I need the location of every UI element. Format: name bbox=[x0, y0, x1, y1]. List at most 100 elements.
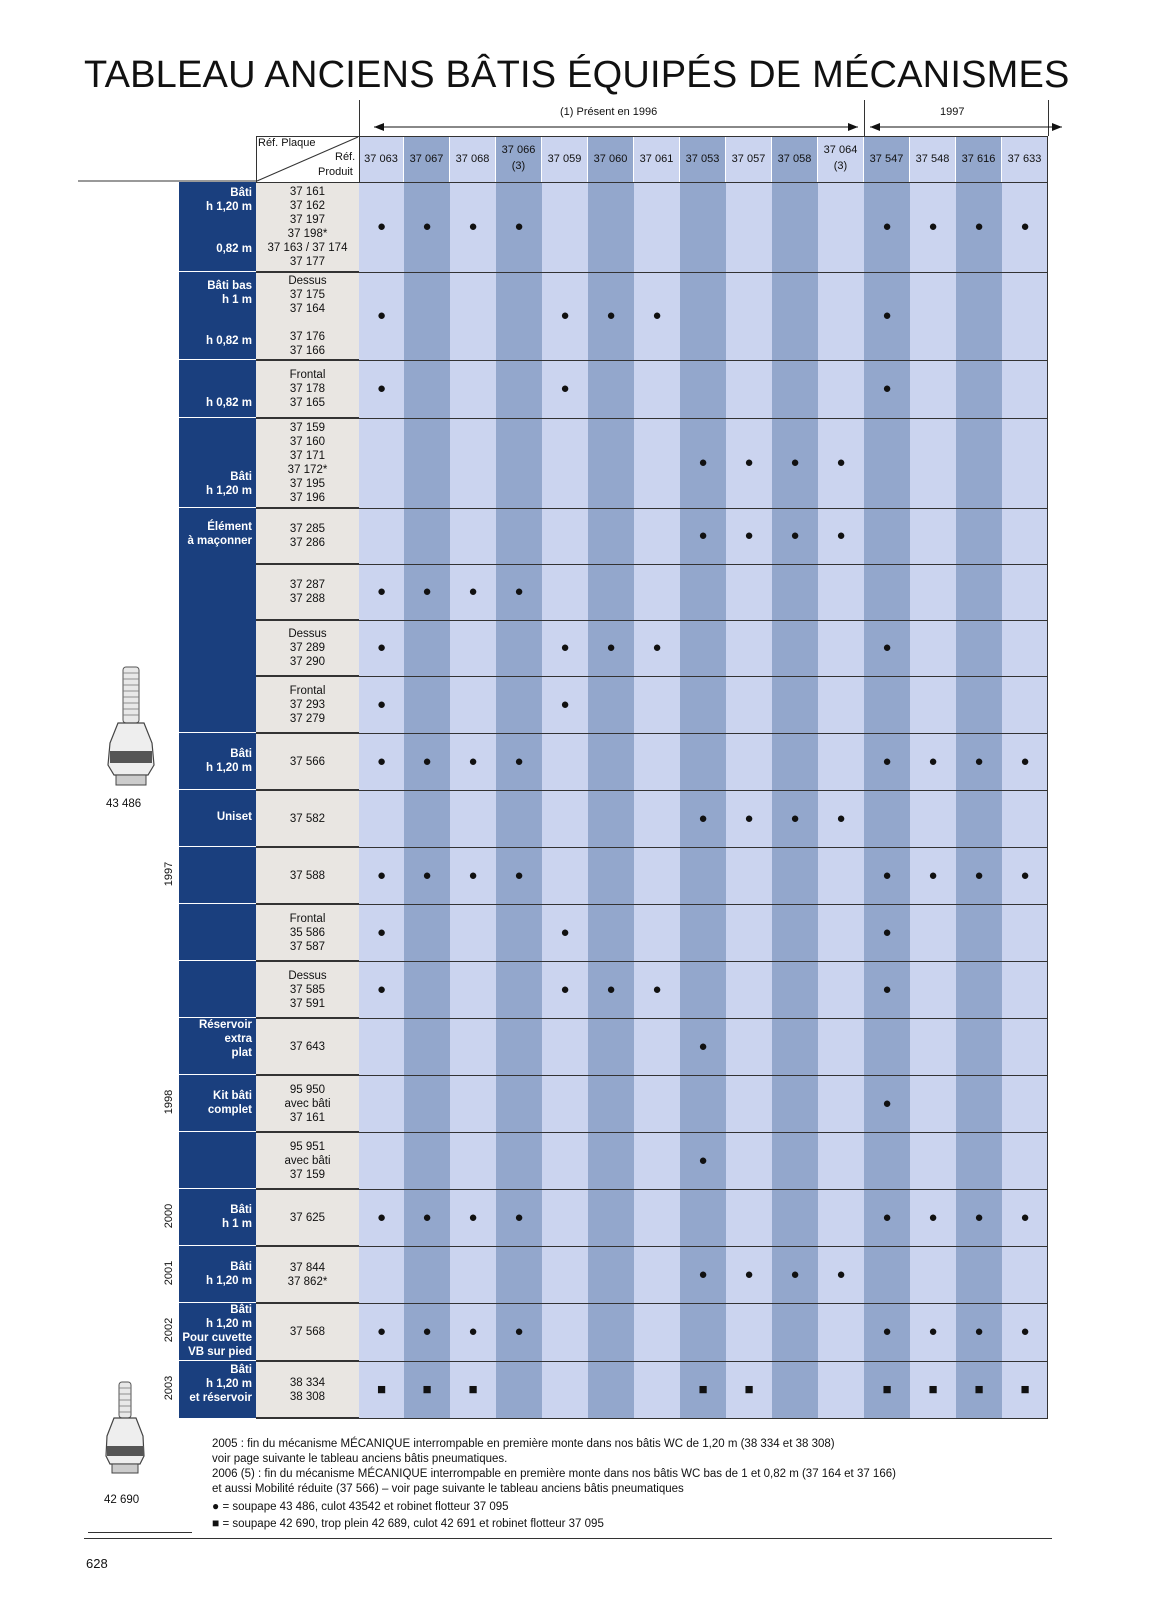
column-header-label: 37 068 bbox=[455, 153, 490, 165]
square-mark: ■ bbox=[928, 1380, 938, 1398]
product-cell: Dessus 37 585 37 591 bbox=[256, 962, 359, 1018]
row-divider bbox=[256, 1018, 1048, 1019]
product-ref: 37 165 bbox=[289, 397, 326, 409]
circle-mark: ● bbox=[422, 1208, 432, 1226]
product-ref: 38 308 bbox=[289, 1390, 326, 1403]
product-cell: Dessus 37 289 37 290 bbox=[256, 621, 359, 676]
category-label: Bâti bbox=[230, 187, 252, 199]
circle-mark: ● bbox=[882, 1323, 892, 1340]
circle-mark: ● bbox=[974, 866, 984, 884]
circle-mark: ● bbox=[882, 980, 892, 998]
product-ref: 37 587 bbox=[289, 940, 326, 953]
column-background bbox=[542, 136, 588, 1418]
circle-mark: ● bbox=[376, 380, 387, 397]
column-header: 37 060 bbox=[588, 136, 634, 182]
row-divider bbox=[256, 1361, 1048, 1362]
product-ref: Frontal bbox=[289, 684, 326, 697]
product-ref: 37 196 bbox=[289, 492, 326, 504]
product-ref: 37 290 bbox=[289, 656, 326, 668]
product-ref: Dessus bbox=[288, 275, 327, 287]
footnote-line-2: voir page suivante le tableau anciens bâ… bbox=[212, 1453, 508, 1465]
category-label: Bâti bbox=[230, 1304, 252, 1316]
valve-42690-label: 42 690 bbox=[104, 1494, 140, 1506]
circle-mark: ● bbox=[698, 1151, 708, 1169]
product-ref: 37 166 bbox=[289, 345, 326, 357]
year-2000: 2000 bbox=[163, 1203, 175, 1229]
circle-mark: ● bbox=[1020, 866, 1030, 884]
row-divider bbox=[256, 904, 1048, 905]
circle-mark: ● bbox=[1020, 1208, 1030, 1226]
circle-mark: ● bbox=[376, 639, 387, 656]
product-cell: 37 285 37 286 bbox=[256, 509, 359, 564]
category-label: Élément bbox=[207, 521, 252, 533]
circle-mark: ● bbox=[606, 639, 616, 656]
category-label: h 1,20 m bbox=[205, 1275, 252, 1287]
corner-produit-label: Produit bbox=[318, 166, 353, 178]
product-ref: 37 566 bbox=[289, 755, 326, 768]
row-divider bbox=[256, 733, 1048, 734]
column-header-label: 37 547 bbox=[869, 153, 904, 165]
square-mark: ■ bbox=[422, 1380, 432, 1398]
column-header-label: 37 616 bbox=[961, 153, 996, 165]
circle-mark: ● bbox=[836, 809, 846, 827]
circle-mark: ● bbox=[560, 980, 570, 998]
footnote-rule bbox=[88, 1532, 192, 1533]
circle-mark: ● bbox=[790, 1265, 800, 1283]
page-bottom-rule bbox=[84, 1538, 1052, 1539]
circle-mark: ● bbox=[376, 752, 387, 770]
column-header-label: 37 057 bbox=[731, 153, 766, 165]
square-mark: ■ bbox=[376, 1380, 387, 1398]
circle-mark: ● bbox=[468, 583, 478, 600]
year-1997: 1997 bbox=[163, 861, 175, 887]
column-header-label: 37 060 bbox=[593, 153, 628, 165]
circle-mark: ● bbox=[514, 1323, 524, 1340]
product-ref: 37 285 bbox=[289, 523, 326, 535]
valve-43486-label: 43 486 bbox=[106, 798, 142, 810]
product-ref: 37 162 bbox=[289, 200, 326, 212]
product-ref: 37 643 bbox=[289, 1040, 326, 1053]
circle-mark: ● bbox=[652, 307, 662, 324]
circle-mark: ● bbox=[652, 639, 662, 656]
header-right-divider bbox=[1048, 100, 1049, 136]
row-divider bbox=[256, 1075, 1048, 1076]
circle-mark: ● bbox=[744, 809, 754, 827]
row-divider bbox=[256, 1418, 1048, 1419]
row-divider bbox=[256, 847, 1048, 848]
header-left-divider bbox=[359, 100, 360, 182]
column-header-note: (3) bbox=[511, 160, 526, 172]
product-ref: Dessus bbox=[288, 969, 327, 982]
product-ref: 37 164 bbox=[289, 303, 326, 315]
column-header-label: 37 061 bbox=[639, 153, 674, 165]
column-background bbox=[726, 136, 772, 1418]
column-header: 37 068 bbox=[450, 136, 496, 182]
arrow-1997-left-head bbox=[870, 123, 880, 131]
column-header-label: 37 058 bbox=[777, 153, 812, 165]
category-blank-4 bbox=[179, 1132, 256, 1188]
corner-diagonal bbox=[256, 136, 359, 182]
arrow-1997-right-head bbox=[1052, 123, 1062, 131]
circle-mark: ● bbox=[560, 307, 570, 324]
circle-mark: ● bbox=[1020, 752, 1030, 770]
row-divider bbox=[256, 508, 1048, 509]
category-label: h 1,20 m bbox=[205, 1378, 252, 1390]
category-bati-1m: Bâti h 1 m bbox=[179, 1189, 256, 1245]
circle-mark: ● bbox=[882, 639, 892, 656]
product-ref: 37 279 bbox=[289, 712, 326, 725]
category-label: Bâti bbox=[230, 1204, 252, 1216]
legend-circle-text: = soupape 43 486, culot 43542 et robinet… bbox=[222, 1501, 509, 1513]
product-ref: 37 172* bbox=[287, 464, 328, 476]
column-background bbox=[910, 136, 956, 1418]
column-header: 37 547 bbox=[864, 136, 910, 182]
circle-mark: ● bbox=[514, 866, 524, 884]
category-label: et réservoir bbox=[189, 1392, 252, 1404]
category-bati-120: Bâti h 1,20 m 0,82 m bbox=[179, 182, 256, 271]
category-blank-1 bbox=[179, 847, 256, 903]
circle-mark: ● bbox=[376, 923, 387, 941]
square-mark: ■ bbox=[698, 1380, 708, 1398]
product-cell: Dessus 37 175 37 164 37 176 37 166 bbox=[256, 273, 359, 360]
circle-mark: ● bbox=[468, 218, 478, 235]
product-ref: 37 176 bbox=[289, 331, 326, 343]
circle-mark: ● bbox=[698, 1037, 708, 1055]
footnote-line-1: 2005 : fin du mécanisme MÉCANIQUE interr… bbox=[212, 1438, 835, 1450]
